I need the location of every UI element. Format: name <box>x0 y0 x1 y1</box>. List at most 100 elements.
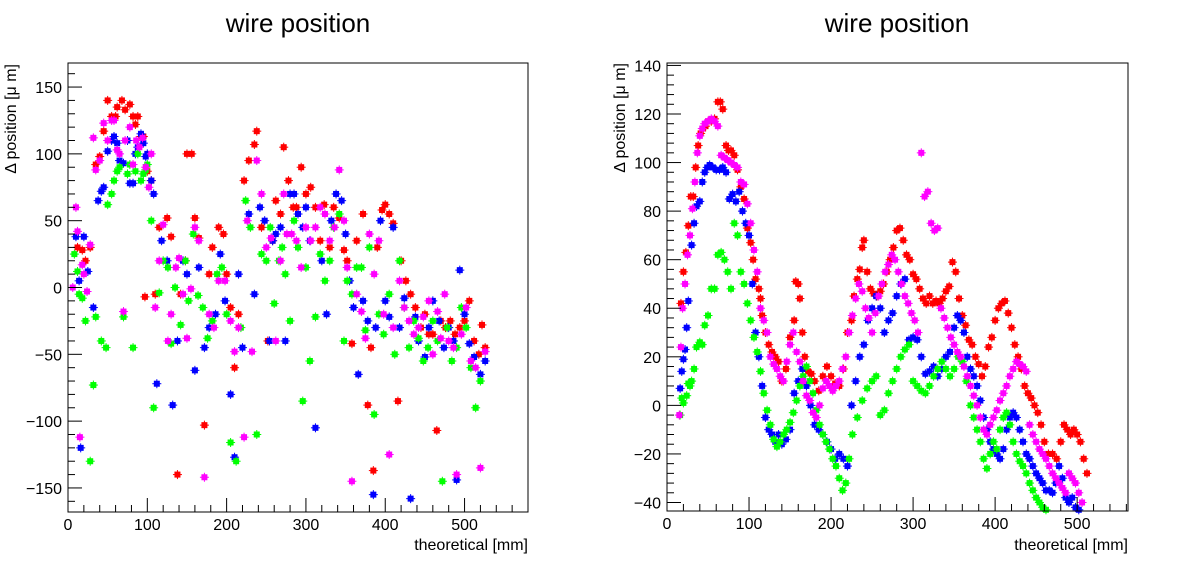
right-point-magenta <box>818 383 828 393</box>
right-point-red <box>934 298 944 308</box>
right-point-red <box>691 162 701 172</box>
right-point-red <box>789 315 799 325</box>
right-point-red <box>718 104 728 114</box>
right-point-magenta <box>1034 444 1044 454</box>
left-point-red <box>306 182 316 192</box>
right-point-red <box>826 371 836 381</box>
left-point-magenta <box>471 363 481 373</box>
left-point-green <box>364 242 374 252</box>
right-point-red <box>911 274 921 284</box>
right-point-blue <box>737 206 747 216</box>
right-point-red <box>1069 425 1079 435</box>
right-point-green <box>834 473 844 483</box>
right-y-tick-label: 0 <box>652 398 661 415</box>
right-point-blue <box>969 371 979 381</box>
left-point-blue <box>220 296 230 306</box>
left-series-magenta <box>68 115 490 486</box>
right-point-blue <box>678 354 688 364</box>
right-point-green <box>759 388 769 398</box>
right-point-red <box>818 371 828 381</box>
left-point-green <box>374 309 384 319</box>
left-point-green <box>170 283 180 292</box>
right-point-green <box>815 420 825 430</box>
left-point-magenta <box>271 336 281 346</box>
left-point-green <box>404 343 414 353</box>
right-point-magenta <box>1031 437 1041 447</box>
left-point-green <box>107 189 117 199</box>
left-point-red <box>393 396 403 406</box>
right-plot-frame <box>666 62 1129 512</box>
right-point-blue <box>1034 473 1044 483</box>
right-point-green <box>769 434 779 444</box>
right-point-blue <box>757 381 767 391</box>
right-point-red <box>822 362 832 372</box>
left-point-magenta <box>296 262 306 272</box>
right-point-magenta <box>746 218 756 228</box>
left-point-blue <box>96 186 106 196</box>
right-point-magenta <box>811 413 821 423</box>
right-point-green <box>929 371 939 381</box>
left-point-magenta <box>291 236 301 246</box>
right-point-green <box>883 388 893 398</box>
left-point-green <box>423 343 433 353</box>
left-point-magenta <box>347 476 357 486</box>
left-point-red <box>140 292 150 302</box>
left-point-red <box>172 470 182 480</box>
left-point-blue <box>83 266 93 276</box>
right-point-magenta <box>1038 449 1048 459</box>
right-point-magenta <box>710 116 720 126</box>
right-point-red <box>793 279 803 289</box>
left-point-magenta <box>220 276 230 286</box>
left-point-magenta <box>204 309 214 319</box>
right-point-magenta <box>680 279 690 289</box>
right-point-red <box>1000 296 1010 306</box>
left-point-magenta <box>166 309 176 319</box>
left-point-red <box>310 202 320 212</box>
left-point-blue <box>71 232 81 242</box>
right-point-red <box>918 294 928 304</box>
right-point-red <box>997 298 1007 308</box>
right-x-tick-label: 100 <box>736 516 763 533</box>
right-point-magenta <box>785 340 795 350</box>
right-point-green <box>941 364 951 374</box>
right-point-blue <box>859 340 869 350</box>
left-point-green <box>265 222 275 232</box>
right-point-blue <box>1074 505 1084 515</box>
right-point-magenta <box>723 155 733 165</box>
right-point-red <box>1075 437 1085 447</box>
right-point-magenta <box>676 342 686 352</box>
right-point-red <box>764 340 774 350</box>
right-point-green <box>805 376 815 386</box>
right-point-red <box>767 347 777 357</box>
left-x-tick-label: 0 <box>64 517 73 534</box>
right-point-green <box>782 425 792 435</box>
left-point-red <box>358 209 368 219</box>
left-point-green <box>149 403 159 413</box>
left-point-green <box>418 356 428 366</box>
right-point-magenta <box>854 279 864 289</box>
right-point-red <box>902 250 912 260</box>
right-point-green <box>808 388 818 398</box>
right-point-magenta <box>910 315 920 325</box>
right-point-magenta <box>962 371 972 381</box>
right-point-blue <box>920 369 930 379</box>
right-point-blue <box>941 352 951 362</box>
right-point-red <box>852 274 862 284</box>
right-point-blue <box>1025 454 1035 464</box>
left-point-green <box>257 249 267 259</box>
left-x-tick-label: 500 <box>451 517 478 534</box>
left-point-red <box>450 329 460 339</box>
right-point-blue <box>883 315 893 325</box>
right-point-red <box>1072 430 1082 440</box>
left-point-red <box>329 202 339 212</box>
left-point-green <box>136 176 146 186</box>
right-point-green <box>908 376 918 386</box>
left-point-blue <box>146 176 156 186</box>
right-point-magenta <box>716 150 726 160</box>
left-point-blue <box>260 216 270 226</box>
right-point-blue <box>851 376 861 386</box>
right-point-red <box>857 243 867 253</box>
right-point-blue <box>908 332 918 342</box>
left-point-magenta <box>158 220 168 230</box>
right-point-blue <box>806 400 816 410</box>
